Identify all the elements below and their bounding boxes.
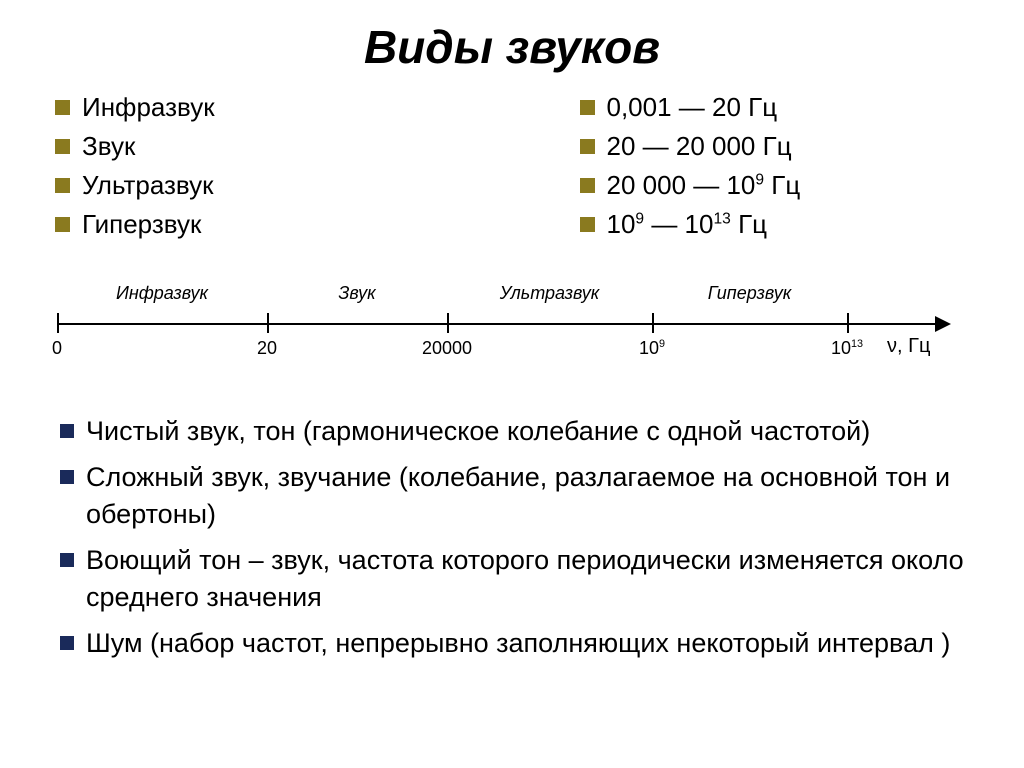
description-item: Воющий тон – звук, частота которого пери… xyxy=(60,542,989,615)
page-title: Виды звуков xyxy=(35,20,989,74)
type-name-text: Ультразвук xyxy=(82,170,214,201)
ranges-column: 0,001 — 20 Гц 20 — 20 000 Гц 20 000 — 109 … xyxy=(505,92,990,248)
description-item: Сложный звук, звучание (колебание, разла… xyxy=(60,459,989,532)
bullet-icon xyxy=(60,470,74,484)
bullet-icon xyxy=(55,139,70,154)
axis-region-label: Звук xyxy=(267,283,447,304)
axis-tick xyxy=(847,313,849,333)
axis-tick xyxy=(57,313,59,333)
bullet-icon xyxy=(580,217,595,232)
sound-type-name: Гиперзвук xyxy=(55,209,465,240)
type-name-text: Инфразвук xyxy=(82,92,215,123)
bullet-icon xyxy=(55,217,70,232)
description-item: Шум (набор частот, непрерывно заполняющи… xyxy=(60,625,989,661)
sound-type-name: Ультразвук xyxy=(55,170,465,201)
bullet-icon xyxy=(60,424,74,438)
sound-type-name: Звук xyxy=(55,131,465,162)
axis-line xyxy=(57,323,937,325)
bullet-icon xyxy=(60,553,74,567)
axis-unit: ν, Гц xyxy=(887,335,930,358)
sound-type-range: 109 — 1013 Гц xyxy=(580,209,990,240)
axis-tick-label: 0 xyxy=(52,338,62,359)
bullet-icon xyxy=(55,100,70,115)
bullet-icon xyxy=(60,636,74,650)
axis-tick-label: 20000 xyxy=(422,338,472,359)
description-text: Шум (набор частот, непрерывно заполняющи… xyxy=(86,625,950,661)
description-item: Чистый звук, тон (гармоническое колебани… xyxy=(60,413,989,449)
axis-tick-label: 109 xyxy=(639,338,665,359)
bullet-icon xyxy=(55,178,70,193)
axis-region-label: Инфразвук xyxy=(57,283,267,304)
type-range-text: 0,001 — 20 Гц xyxy=(607,92,778,123)
bullet-icon xyxy=(580,100,595,115)
axis-tick xyxy=(267,313,269,333)
axis-tick-label: 20 xyxy=(257,338,277,359)
type-range-text: 20 000 — 109 Гц xyxy=(607,170,801,201)
type-name-text: Звук xyxy=(82,131,135,162)
names-column: Инфразвук Звук Ультразвук Гиперзвук xyxy=(35,92,465,248)
axis-tick xyxy=(652,313,654,333)
description-text: Чистый звук, тон (гармоническое колебани… xyxy=(86,413,870,449)
sound-type-range: 20 000 — 109 Гц xyxy=(580,170,990,201)
axis-tick xyxy=(447,313,449,333)
type-range-text: 109 — 1013 Гц xyxy=(607,209,768,240)
bullet-icon xyxy=(580,139,595,154)
description-text: Воющий тон – звук, частота которого пери… xyxy=(86,542,989,615)
bullet-icon xyxy=(580,178,595,193)
sound-type-range: 0,001 — 20 Гц xyxy=(580,92,990,123)
axis-tick-label: 1013 xyxy=(831,338,863,359)
sound-types-section: Инфразвук Звук Ультразвук Гиперзвук 0,001 —… xyxy=(35,92,989,248)
frequency-axis: ИнфразвукЗвукУльтразвукГиперзвук 0202000… xyxy=(57,283,967,373)
axis-region-label: Ультразвук xyxy=(447,283,652,304)
axis-region-labels: ИнфразвукЗвукУльтразвукГиперзвук xyxy=(57,283,897,304)
type-range-text: 20 — 20 000 Гц xyxy=(607,131,792,162)
sound-type-range: 20 — 20 000 Гц xyxy=(580,131,990,162)
description-text: Сложный звук, звучание (колебание, разла… xyxy=(86,459,989,532)
type-name-text: Гиперзвук xyxy=(82,209,201,240)
descriptions-list: Чистый звук, тон (гармоническое колебани… xyxy=(35,413,989,662)
sound-type-name: Инфразвук xyxy=(55,92,465,123)
axis-region-label: Гиперзвук xyxy=(652,283,847,304)
axis-arrow-icon xyxy=(935,316,951,332)
